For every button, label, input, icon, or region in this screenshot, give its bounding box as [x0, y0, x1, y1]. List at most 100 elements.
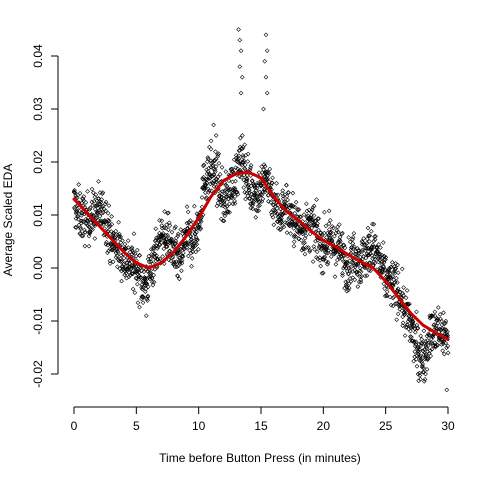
- data-point: [209, 188, 214, 194]
- data-point: [257, 192, 263, 197]
- data-point: [240, 146, 245, 151]
- data-point: [127, 264, 133, 270]
- data-point: [79, 233, 85, 239]
- data-point: [386, 269, 392, 275]
- data-point: [328, 254, 334, 259]
- data-point: [164, 244, 170, 250]
- y-axis: -0.02 -0.01 0.00 0.01 0.02 0.03 0.04: [31, 44, 59, 388]
- data-point: [122, 241, 128, 247]
- data-point: [205, 156, 211, 162]
- data-point: [391, 294, 397, 300]
- data-point: [232, 201, 238, 206]
- data-point: [256, 203, 261, 209]
- data-point: [163, 225, 169, 231]
- data-point: [266, 199, 271, 204]
- data-point: [187, 218, 193, 223]
- data-point: [270, 214, 276, 220]
- data-point: [252, 183, 258, 188]
- data-point: [205, 155, 211, 160]
- data-point: [422, 377, 428, 382]
- data-point: [290, 204, 296, 209]
- data-point: [392, 266, 398, 272]
- data-point: [346, 285, 352, 291]
- data-point: [173, 224, 178, 230]
- data-point: [326, 248, 331, 253]
- data-point: [219, 194, 225, 200]
- data-point: [441, 321, 447, 327]
- data-point: [195, 237, 200, 243]
- data-point: [160, 254, 165, 259]
- data-point: [368, 268, 374, 273]
- data-point: [412, 339, 417, 344]
- data-point: [342, 245, 348, 251]
- data-point: [169, 229, 175, 235]
- data-point: [302, 228, 308, 234]
- data-point: [315, 237, 321, 243]
- data-point: [162, 209, 167, 214]
- data-point: [288, 231, 293, 236]
- data-point: [296, 236, 302, 241]
- data-point: [264, 90, 270, 96]
- data-point: [441, 351, 447, 357]
- data-point: [112, 235, 118, 241]
- data-point: [203, 196, 209, 202]
- data-point: [416, 378, 422, 384]
- data-point: [286, 216, 291, 222]
- data-point: [311, 213, 317, 218]
- data-point: [352, 262, 357, 268]
- data-point: [358, 277, 364, 283]
- data-point: [340, 230, 345, 236]
- data-point: [420, 369, 426, 375]
- data-point: [85, 218, 90, 223]
- data-point: [418, 340, 424, 346]
- data-point: [421, 379, 427, 384]
- data-point: [366, 252, 372, 258]
- data-point: [444, 387, 450, 393]
- data-point: [219, 191, 225, 197]
- data-point: [387, 265, 392, 271]
- data-point: [135, 281, 140, 287]
- data-point: [143, 280, 149, 286]
- data-point: [107, 261, 113, 266]
- data-point: [317, 255, 323, 260]
- data-point: [427, 333, 432, 338]
- data-point: [199, 195, 205, 200]
- data-point: [340, 271, 345, 276]
- data-point: [81, 194, 87, 199]
- data-point: [402, 333, 408, 338]
- data-point: [222, 213, 228, 219]
- data-point: [137, 253, 142, 258]
- data-point: [135, 266, 141, 272]
- data-point: [275, 192, 281, 198]
- data-point: [177, 276, 182, 282]
- x-tick-label: 5: [133, 419, 140, 433]
- x-tick-label: 30: [441, 419, 455, 433]
- data-point: [93, 192, 99, 198]
- data-point: [254, 186, 260, 191]
- data-point: [333, 262, 339, 267]
- data-point: [367, 239, 372, 244]
- data-point: [291, 226, 297, 231]
- data-point: [224, 183, 230, 189]
- data-point: [261, 162, 267, 167]
- data-point: [321, 255, 326, 260]
- data-point: [236, 148, 242, 154]
- data-point: [387, 294, 393, 300]
- data-point: [277, 216, 283, 222]
- data-point: [73, 224, 78, 230]
- data-point: [387, 271, 393, 276]
- data-point: [398, 303, 404, 308]
- data-point: [118, 234, 123, 240]
- data-point: [349, 260, 355, 265]
- data-point: [263, 176, 268, 182]
- data-point: [166, 210, 171, 216]
- data-point: [212, 167, 218, 172]
- data-point: [438, 327, 444, 333]
- data-point: [224, 208, 230, 214]
- data-point: [244, 176, 249, 182]
- data-point: [285, 197, 290, 203]
- data-point: [186, 241, 192, 247]
- data-point: [314, 197, 319, 202]
- data-point: [197, 222, 202, 228]
- data-point: [184, 204, 190, 209]
